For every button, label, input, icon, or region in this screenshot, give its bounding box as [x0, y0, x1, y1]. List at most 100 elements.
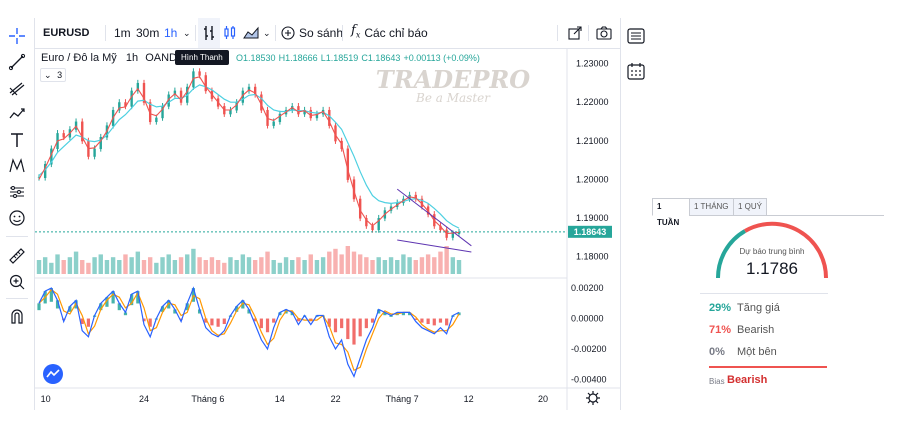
calendar-icon[interactable] — [627, 62, 645, 85]
osc-histogram-bar — [130, 294, 134, 306]
compare-button[interactable]: So sánh — [281, 18, 343, 48]
volume-bar — [277, 262, 283, 274]
osc-histogram-bar — [383, 312, 387, 316]
snapshot-button[interactable] — [596, 18, 612, 48]
time-axis-label: 12 — [464, 394, 474, 404]
volume-bar — [259, 257, 264, 274]
price-chart[interactable]: TRADEPRO Be a Master 1.23000 1.22000 1.210… — [35, 48, 620, 410]
osc-histogram-bar — [352, 318, 356, 345]
volume-bar — [67, 257, 73, 274]
trendline-icon[interactable] — [5, 50, 29, 74]
volume-bar — [283, 257, 289, 274]
tab-1-week[interactable]: 1 TUẦN — [652, 198, 690, 227]
osc-signal-line — [38, 288, 460, 372]
tab-1-quarter[interactable]: 1 QUÝ — [733, 198, 767, 216]
indicators-button[interactable]: fx Các chỉ báo — [351, 18, 428, 48]
chart-style-dropdown-chevron-icon[interactable]: ⌄ — [263, 28, 271, 38]
volume-bar — [456, 260, 462, 274]
chart-settings-gear-icon[interactable] — [586, 391, 600, 405]
osc-histogram-bar — [37, 303, 41, 311]
forecast-gauge: Dự báo trung bình 1.1786 — [715, 221, 829, 279]
osc-histogram-bar — [327, 318, 331, 327]
volume-bar — [42, 257, 48, 274]
plus-circle-icon — [281, 26, 295, 40]
osc-histogram-bar — [290, 312, 294, 316]
tab-underline — [766, 215, 884, 216]
volume-bar — [246, 257, 252, 274]
fullscreen-button[interactable] — [568, 18, 582, 48]
ma-fast-line — [38, 76, 460, 235]
price-axis-label: 1.18000 — [576, 252, 609, 262]
forecast-tool-icon[interactable] — [5, 180, 29, 204]
current-price-badge — [568, 225, 612, 238]
volume-bar — [333, 248, 338, 274]
volume-bar — [98, 254, 103, 274]
indicators-label: Các chỉ báo — [364, 26, 428, 40]
ruler-icon[interactable] — [5, 244, 29, 268]
neutral-percent: 0% — [709, 346, 725, 358]
pattern-icon[interactable] — [5, 154, 29, 178]
volume-bar — [327, 251, 332, 274]
volume-bar — [36, 260, 42, 274]
candles-style-button[interactable] — [223, 18, 237, 48]
osc-histogram-bar — [68, 306, 72, 312]
bars-style-button[interactable] — [198, 18, 220, 48]
osc-axis-label: 0.00000 — [571, 314, 604, 324]
volume-bar — [73, 251, 79, 274]
legend-collapse-toggle[interactable]: ⌄ 3 — [40, 68, 67, 82]
bars-icon — [204, 26, 214, 40]
watchlist-icon[interactable] — [627, 28, 645, 49]
osc-histogram-bar — [346, 318, 350, 340]
osc-histogram-bar — [265, 318, 270, 333]
volume-bar — [141, 260, 147, 274]
volume-bar — [370, 260, 375, 274]
osc-histogram-bar — [259, 318, 263, 329]
emoji-icon[interactable] — [5, 206, 29, 230]
osc-histogram-bar — [358, 318, 362, 337]
osc-histogram-bar — [173, 309, 177, 314]
forecast-widget: 1 TUẦN 1 THÁNG 1 QUÝ Dự báo trung bình 1… — [652, 198, 884, 398]
pitchfork-icon[interactable] — [5, 76, 29, 100]
legend-interval: 1h — [125, 52, 139, 64]
series-legend: Euro / Đô la Mỹ 1h OAND O1.18530 H1.1866… — [41, 52, 480, 64]
text-tool-icon[interactable] — [5, 128, 29, 152]
osc-histogram-bar — [210, 318, 214, 326]
osc-histogram-bar — [389, 315, 393, 317]
current-price-value: 1.18643 — [574, 227, 607, 237]
tab-1-month[interactable]: 1 THÁNG — [689, 198, 734, 216]
forecast-label: Dự báo trung bình — [740, 247, 805, 256]
volume-bar — [444, 246, 449, 274]
bearish-label: Bearish — [737, 324, 775, 336]
volume-bar — [234, 260, 239, 274]
volume-bar — [438, 251, 443, 274]
price-axis-label: 1.19000 — [576, 213, 609, 223]
timeframe-1m-button[interactable]: 1m — [114, 26, 131, 40]
volume-bar — [110, 257, 116, 274]
time-axis-label: 20 — [538, 394, 548, 404]
volume-bar — [197, 257, 202, 274]
chart-logo-badge[interactable] — [43, 364, 63, 384]
osc-histogram-bar — [86, 318, 91, 327]
osc-histogram-bar — [247, 309, 251, 314]
timeframe-1h-button[interactable]: 1h — [164, 26, 178, 40]
crosshair-icon[interactable] — [5, 24, 29, 48]
compare-label: So sánh — [299, 26, 344, 40]
timeframe-dropdown-chevron-icon[interactable]: ⌄ — [183, 28, 191, 38]
area-style-button[interactable] — [243, 18, 259, 48]
volume-bar — [413, 260, 418, 274]
zoom-in-icon[interactable] — [5, 270, 29, 294]
magnet-icon[interactable] — [5, 304, 29, 328]
brush-path-icon[interactable] — [5, 102, 29, 126]
legend-open: O1.18530 — [236, 53, 276, 63]
timeframe-30m-button[interactable]: 30m — [136, 26, 160, 40]
drawing-toolbar — [0, 18, 35, 410]
legend-exchange: OAND — [145, 52, 177, 64]
volume-bar — [55, 254, 60, 274]
symbol-search-button[interactable]: EURUSD — [43, 27, 90, 39]
neutral-label: Một bên — [737, 346, 777, 358]
legend-low: L1.18519 — [320, 53, 359, 63]
chart-pane[interactable]: TRADEPRO Be a Master 1.23000 1.22000 1.210… — [35, 48, 620, 410]
volume-bar — [345, 246, 351, 274]
osc-histogram-bar — [49, 288, 53, 302]
osc-histogram-bar — [432, 318, 436, 326]
